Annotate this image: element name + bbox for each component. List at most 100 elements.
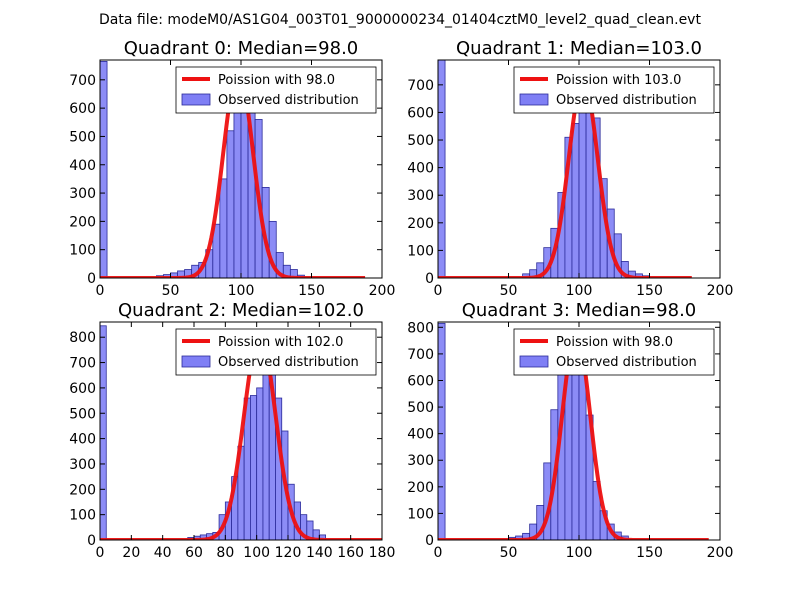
y-tick-label: 500 [407, 133, 434, 149]
y-tick-label: 800 [407, 320, 434, 336]
histogram-bar [571, 123, 580, 278]
y-tick-label: 700 [407, 347, 434, 363]
legend-label-observed: Observed distribution [556, 355, 697, 370]
legend-label-observed: Observed distribution [556, 93, 697, 108]
y-tick-label: 0 [425, 533, 434, 549]
x-tick-label: 0 [96, 283, 105, 299]
x-tick-label: 140 [306, 545, 333, 561]
x-tick-label: 150 [298, 283, 325, 299]
y-tick-label: 0 [425, 271, 434, 287]
x-tick-label: 50 [500, 283, 518, 299]
poisson-model-line [100, 332, 382, 540]
x-tick-label: 0 [96, 545, 105, 561]
y-tick-label: 600 [407, 105, 434, 121]
y-tick-label: 800 [69, 330, 96, 346]
y-tick-label: 0 [87, 271, 96, 287]
poisson-model-line [438, 77, 693, 278]
x-tick-label: 80 [216, 545, 234, 561]
y-tick-label: 500 [69, 406, 96, 422]
y-tick-label: 100 [69, 508, 96, 524]
legend-bar-swatch [519, 355, 549, 368]
x-tick-label: 200 [707, 283, 734, 299]
figure-title: Data file: modeM0/AS1G04_003T01_90000002… [99, 12, 701, 28]
panel-title: Quadrant 3: Median=98.0 [462, 300, 697, 321]
panel-title: Quadrant 2: Median=102.0 [118, 300, 364, 321]
legend-label-model: Poission with 98.0 [218, 73, 335, 88]
chart-panel-3: 0 50 100 150 200 0 100 200 300 400 500 600 700 800 Qua… [407, 300, 733, 561]
y-tick-label: 600 [69, 101, 96, 117]
legend-label-model: Poission with 98.0 [556, 335, 673, 350]
y-tick-label: 700 [69, 73, 96, 89]
y-tick-label: 200 [407, 216, 434, 232]
histogram-bar [100, 61, 108, 278]
histogram-bar [249, 395, 258, 540]
plot-data [100, 325, 382, 540]
x-tick-label: 50 [162, 283, 180, 299]
x-tick-label: 100 [566, 283, 593, 299]
chart-panel-0: 0 50 100 150 200 0 100 200 300 400 500 600 700 Quadra… [69, 38, 395, 299]
legend-bar-swatch [181, 93, 211, 106]
legend-bar-swatch [181, 355, 211, 368]
legend-label-observed: Observed distribution [218, 355, 359, 370]
legend-label-observed: Observed distribution [218, 93, 359, 108]
histogram-bar [256, 387, 264, 540]
x-tick-label: 100 [228, 283, 255, 299]
y-tick-label: 300 [69, 457, 96, 473]
y-tick-label: 0 [87, 533, 96, 549]
x-tick-label: 0 [434, 283, 443, 299]
x-tick-label: 20 [122, 545, 140, 561]
x-tick-label: 200 [707, 545, 734, 561]
x-tick-label: 200 [369, 283, 396, 299]
y-tick-label: 100 [407, 243, 434, 259]
y-tick-label: 400 [69, 432, 96, 448]
legend-label-model: Poission with 102.0 [218, 335, 343, 350]
y-tick-label: 600 [69, 381, 96, 397]
x-tick-label: 160 [337, 545, 364, 561]
legend-label-model: Poission with 103.0 [556, 73, 681, 88]
x-tick-label: 100 [243, 545, 270, 561]
histogram-bar [578, 100, 587, 278]
chart-panel-1: 0 50 100 150 200 0 100 200 300 400 500 600 700 Quadra… [407, 38, 733, 299]
histogram-bar [100, 325, 107, 540]
y-tick-label: 200 [69, 214, 96, 230]
x-tick-label: 40 [154, 545, 172, 561]
histogram-bar [226, 130, 235, 278]
y-tick-label: 700 [69, 356, 96, 372]
y-tick-label: 500 [69, 129, 96, 145]
panel-title: Quadrant 0: Median=98.0 [124, 38, 359, 59]
x-tick-label: 60 [185, 545, 203, 561]
histogram-bar [233, 96, 242, 278]
y-tick-label: 400 [69, 158, 96, 174]
y-tick-label: 100 [407, 506, 434, 522]
panel-title: Quadrant 1: Median=103.0 [456, 38, 702, 59]
x-tick-label: 0 [434, 545, 443, 561]
x-tick-label: 150 [636, 545, 663, 561]
x-tick-label: 50 [500, 545, 518, 561]
y-tick-label: 500 [407, 400, 434, 416]
histogram-bar [262, 364, 270, 540]
y-tick-label: 400 [407, 161, 434, 177]
y-tick-label: 600 [407, 373, 434, 389]
y-tick-label: 300 [69, 186, 96, 202]
y-tick-label: 700 [407, 78, 434, 94]
plot-data [438, 60, 693, 278]
y-tick-label: 200 [407, 480, 434, 496]
x-tick-label: 120 [275, 545, 302, 561]
y-tick-label: 300 [407, 188, 434, 204]
histogram-bar [438, 60, 446, 278]
plot-frame [99, 321, 383, 541]
y-tick-label: 200 [69, 482, 96, 498]
panels: 0 50 100 150 2000100200300400500600700Quadra… [69, 38, 733, 561]
x-tick-label: 150 [636, 283, 663, 299]
y-tick-label: 400 [407, 427, 434, 443]
y-tick-label: 100 [69, 243, 96, 259]
histogram-bar [219, 178, 228, 278]
histogram-bar [289, 269, 298, 278]
y-tick-label: 300 [407, 453, 434, 469]
legend-bar-swatch [519, 93, 549, 106]
chart-panel-2: 0 20 40 60 80 100 120 140 160 180 0 100 200 300 400 500… [69, 300, 395, 561]
x-tick-label: 100 [566, 545, 593, 561]
x-tick-label: 180 [369, 545, 396, 561]
histogram-bar [438, 322, 446, 540]
